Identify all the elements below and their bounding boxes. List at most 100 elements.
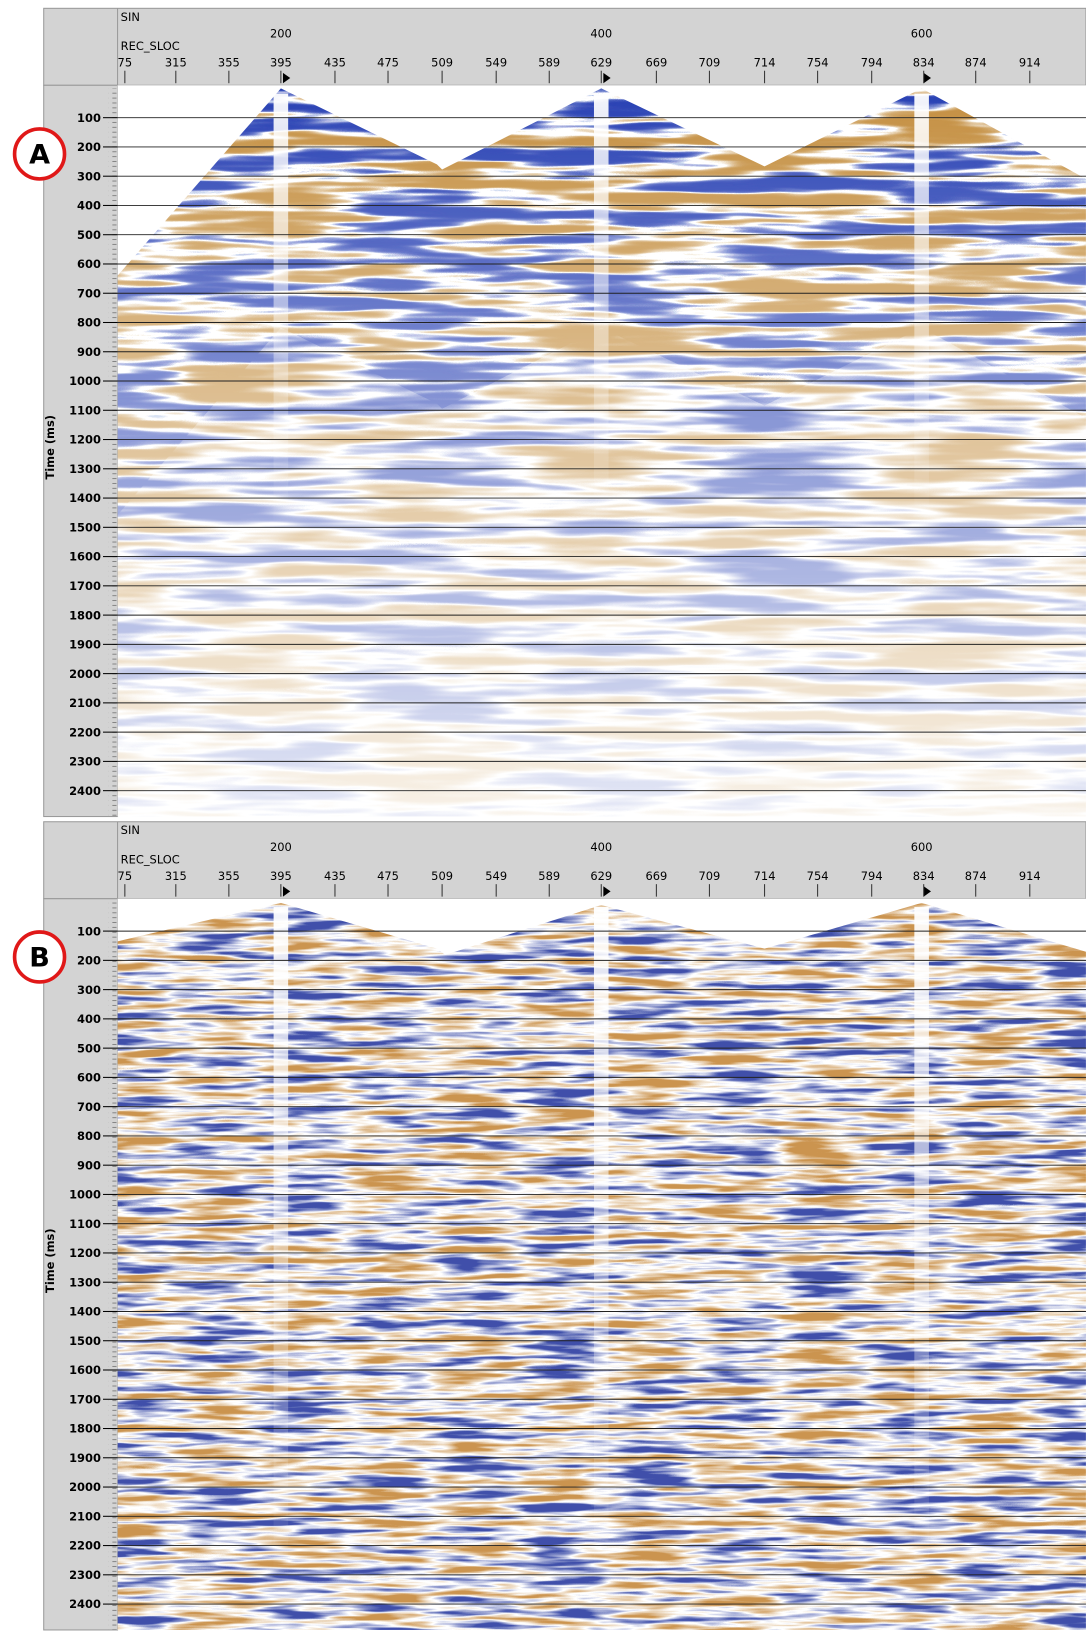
rec-tick-label: 589 bbox=[538, 56, 560, 70]
sin-label: SIN bbox=[121, 823, 140, 837]
near-offset-streak bbox=[594, 94, 609, 531]
rec-tick-label: 874 bbox=[965, 56, 987, 70]
time-tick-label: 1600 bbox=[69, 550, 101, 564]
time-tick-label: 1900 bbox=[69, 1451, 101, 1465]
sin-tick-label: 200 bbox=[270, 26, 292, 40]
time-ruler bbox=[108, 88, 116, 816]
time-tick-label: 1300 bbox=[69, 462, 101, 476]
time-tick-label: 500 bbox=[77, 228, 101, 242]
time-tick-label: 100 bbox=[77, 111, 101, 125]
seismic-figure: SIN REC_SLOC 200 400 600 75 315 355 395 435 475 509… bbox=[0, 0, 1086, 1631]
time-tick-label: 2200 bbox=[69, 725, 101, 739]
rec-tick-label: 754 bbox=[807, 869, 829, 883]
time-tick-label: 700 bbox=[77, 1100, 101, 1114]
time-tick-label: 2400 bbox=[69, 784, 101, 798]
rec-tick-label: 509 bbox=[431, 869, 453, 883]
rec-tick-label: 315 bbox=[165, 56, 187, 70]
rec-tick-label: 714 bbox=[754, 869, 776, 883]
time-tick-label: 600 bbox=[77, 257, 101, 271]
time-tick-label: 1500 bbox=[69, 1334, 101, 1348]
gather-panel: SIN REC_SLOC 200 400 600 75 315 355 395 435 475 509… bbox=[15, 8, 1086, 816]
near-offset-streak bbox=[274, 94, 289, 531]
time-tick-label: 800 bbox=[77, 1129, 101, 1143]
rec-tick-label: 794 bbox=[861, 56, 883, 70]
near-offset-streak bbox=[914, 907, 929, 1583]
rec-tick-label: 874 bbox=[965, 869, 987, 883]
sin-tick-label: 200 bbox=[270, 840, 292, 854]
near-offset-streak bbox=[914, 94, 929, 531]
time-tick-label: 900 bbox=[77, 1158, 101, 1172]
rec-tick-label: 549 bbox=[485, 869, 507, 883]
time-tick-label: 2000 bbox=[69, 1480, 101, 1494]
rec-label: REC_SLOC bbox=[121, 39, 180, 53]
time-tick-label: 1800 bbox=[69, 1422, 101, 1436]
y-axis-label: Time (ms) bbox=[43, 415, 57, 480]
time-tick-label: 1400 bbox=[69, 1305, 101, 1319]
rec-tick-label: 475 bbox=[377, 56, 399, 70]
time-ruler bbox=[108, 902, 116, 1630]
time-tick-label: 1500 bbox=[69, 520, 101, 534]
rec-tick-label: 509 bbox=[431, 56, 453, 70]
rec-tick-label: 834 bbox=[913, 56, 935, 70]
rec-tick-label: 914 bbox=[1019, 869, 1041, 883]
time-tick-label: 1100 bbox=[69, 1217, 101, 1231]
rec-tick-label: 75 bbox=[118, 869, 133, 883]
y-axis-label: Time (ms) bbox=[43, 1228, 57, 1293]
near-offset-streak bbox=[594, 907, 609, 1583]
sin-label: SIN bbox=[121, 10, 140, 24]
rec-tick-label: 714 bbox=[754, 56, 776, 70]
sin-tick-label: 600 bbox=[911, 26, 933, 40]
time-tick-label: 300 bbox=[77, 169, 101, 183]
time-tick-label: 2400 bbox=[69, 1597, 101, 1611]
time-tick-label: 400 bbox=[77, 1012, 101, 1026]
panel-label: B bbox=[29, 942, 50, 973]
time-tick-label: 2300 bbox=[69, 755, 101, 769]
rec-tick-label: 355 bbox=[218, 56, 240, 70]
time-tick-label: 1200 bbox=[69, 1246, 101, 1260]
time-tick-label: 1300 bbox=[69, 1275, 101, 1289]
time-tick-label: 1700 bbox=[69, 1392, 101, 1406]
sin-tick-label: 400 bbox=[590, 26, 612, 40]
time-tick-label: 1700 bbox=[69, 579, 101, 593]
rec-label: REC_SLOC bbox=[121, 852, 180, 866]
time-tick-label: 300 bbox=[77, 983, 101, 997]
sin-tick-label: 400 bbox=[590, 840, 612, 854]
panel-label: A bbox=[29, 139, 50, 170]
time-tick-label: 2300 bbox=[69, 1568, 101, 1582]
rec-tick-label: 435 bbox=[324, 56, 346, 70]
time-tick-label: 900 bbox=[77, 345, 101, 359]
rec-tick-label: 549 bbox=[485, 56, 507, 70]
time-tick-label: 1100 bbox=[69, 403, 101, 417]
time-tick-label: 1000 bbox=[69, 1188, 101, 1202]
time-tick-label: 2100 bbox=[69, 696, 101, 710]
sin-tick-label: 600 bbox=[911, 840, 933, 854]
rec-tick-label: 435 bbox=[324, 869, 346, 883]
time-tick-label: 1900 bbox=[69, 638, 101, 652]
time-tick-label: 600 bbox=[77, 1071, 101, 1085]
near-offset-streak bbox=[274, 907, 289, 1583]
time-tick-label: 400 bbox=[77, 199, 101, 213]
rec-tick-label: 834 bbox=[913, 869, 935, 883]
rec-tick-label: 669 bbox=[645, 869, 667, 883]
rec-tick-label: 395 bbox=[270, 56, 292, 70]
rec-tick-label: 709 bbox=[699, 869, 721, 883]
rec-tick-label: 75 bbox=[118, 56, 133, 70]
rec-tick-label: 914 bbox=[1019, 56, 1041, 70]
time-tick-label: 1000 bbox=[69, 374, 101, 388]
rec-tick-label: 395 bbox=[270, 869, 292, 883]
time-tick-label: 500 bbox=[77, 1041, 101, 1055]
rec-tick-label: 629 bbox=[590, 56, 612, 70]
rec-tick-label: 754 bbox=[807, 56, 829, 70]
rec-tick-label: 709 bbox=[699, 56, 721, 70]
time-tick-label: 2100 bbox=[69, 1509, 101, 1523]
time-tick-label: 100 bbox=[77, 924, 101, 938]
time-tick-label: 1600 bbox=[69, 1363, 101, 1377]
time-tick-label: 1800 bbox=[69, 608, 101, 622]
time-tick-label: 800 bbox=[77, 316, 101, 330]
rec-tick-label: 794 bbox=[861, 869, 883, 883]
header-bar bbox=[44, 822, 1086, 899]
time-tick-label: 200 bbox=[77, 954, 101, 968]
time-tick-label: 1400 bbox=[69, 491, 101, 505]
time-tick-label: 200 bbox=[77, 140, 101, 154]
